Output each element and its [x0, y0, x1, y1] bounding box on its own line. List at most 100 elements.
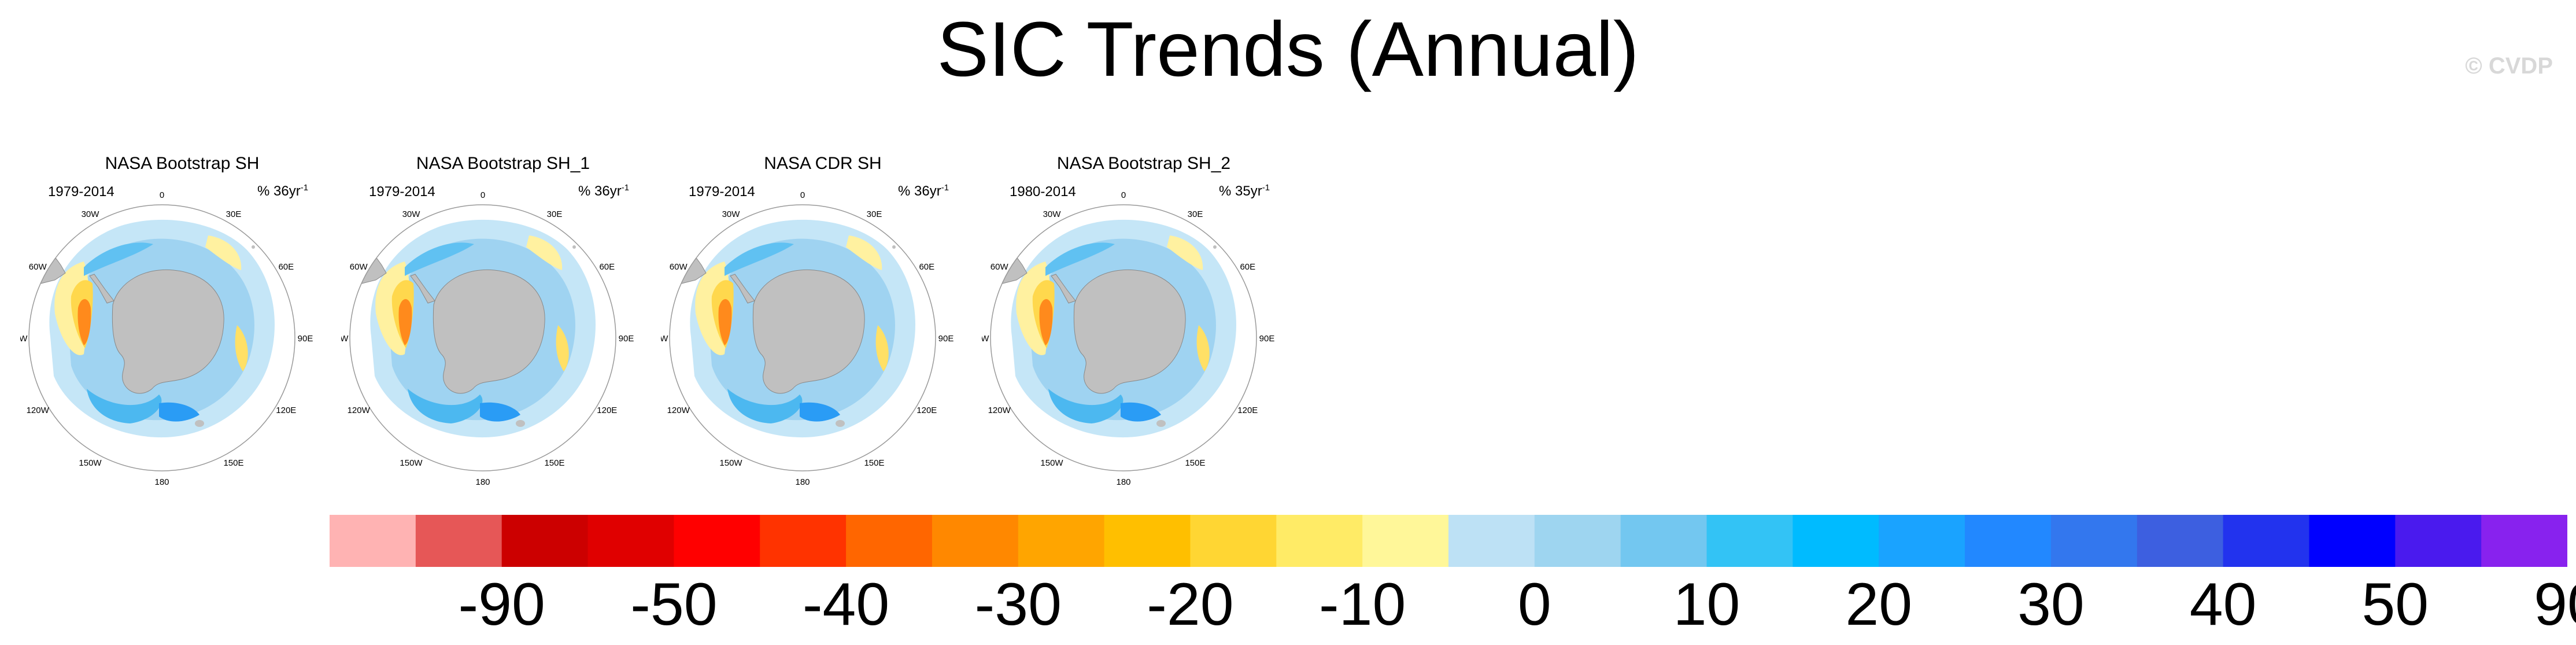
polar-map: 0 30E 60E 90E 120E 150E 180 150W 120W 90W 60W 30W [341, 190, 634, 487]
colorbar-tick-label: -50 [630, 571, 718, 638]
map-panel: NASA Bootstrap SH 1979-2014 % 36yr-1 0 30E 60… [20, 152, 344, 487]
longitude-label: 150W [1040, 458, 1063, 468]
colorbar-tick-label: 90 [2534, 571, 2576, 638]
polar-map: 0 30E 60E 90E 120E 150E 180 150W 120W 90W 60W 30W [20, 190, 313, 487]
colorbar-box [2309, 515, 2396, 567]
longitude-label: 60E [1240, 262, 1255, 272]
panel-title: NASA CDR SH [764, 154, 882, 173]
longitude-label: 60W [991, 262, 1009, 272]
polar-map: 0 30E 60E 90E 120E 150E 180 150W 120W 90W 60W 30W [982, 190, 1275, 487]
longitude-label: 150W [719, 458, 742, 468]
colorbar-tick-label: 40 [2189, 571, 2257, 638]
longitude-label: 90E [938, 334, 954, 344]
longitude-label: 90E [619, 334, 634, 344]
longitude-label: 120W [27, 406, 50, 415]
colorbar-box [1276, 515, 1363, 567]
panel-title: NASA Bootstrap SH_2 [1056, 154, 1231, 173]
colorbar-box [415, 515, 502, 567]
colorbar-box [1018, 515, 1105, 567]
colorbar-box [1965, 515, 2052, 567]
longitude-label: 150W [79, 458, 102, 468]
panel-period: 1980-2014 [1010, 184, 1076, 200]
longitude-label: 180 [475, 477, 490, 487]
colorbar-tick-label: -10 [1318, 571, 1406, 638]
longitude-label: 180 [1116, 477, 1130, 487]
longitude-label: 60W [350, 262, 368, 272]
longitude-label: 120E [916, 406, 937, 415]
panel-title: NASA Bootstrap SH_1 [416, 154, 590, 173]
longitude-label: 90W [20, 334, 28, 344]
longitude-label: 150E [223, 458, 243, 468]
longitude-label: 30W [1043, 209, 1062, 219]
longitude-label: 60W [670, 262, 688, 272]
colorbar-box [1879, 515, 1965, 567]
colorbar-box [1620, 515, 1708, 567]
longitude-label: 30E [547, 209, 563, 219]
longitude-label: 60E [278, 262, 294, 272]
colorbar-box [1706, 515, 1793, 567]
longitude-label: 150E [864, 458, 884, 468]
longitude-label: 0 [481, 190, 485, 200]
panel-period: 1979-2014 [689, 184, 755, 200]
colorbar-box [1104, 515, 1191, 567]
longitude-label: 120W [667, 406, 690, 415]
longitude-label: 0 [160, 190, 164, 200]
panel-units: % 36yr-1 [257, 183, 309, 199]
colorbar-tick-label: -40 [802, 571, 890, 638]
colorbar-box [1534, 515, 1621, 567]
longitude-label: 120E [1237, 406, 1258, 415]
panel-period: 1979-2014 [48, 184, 114, 200]
colorbar-box [2050, 515, 2138, 567]
longitude-label: 60W [29, 262, 47, 272]
panel-units: % 36yr-1 [578, 183, 630, 199]
panel-period: 1979-2014 [369, 184, 435, 200]
colorbar-tick-label: -90 [458, 571, 545, 638]
colorbar-box [330, 515, 416, 567]
colorbar-box [1793, 515, 1879, 567]
longitude-label: 120E [597, 406, 617, 415]
colorbar-box [760, 515, 847, 567]
longitude-label: 0 [1121, 190, 1126, 200]
colorbar-tick-label: 30 [2017, 571, 2085, 638]
longitude-label: 30W [722, 209, 741, 219]
longitude-label: 150E [544, 458, 564, 468]
longitude-label: 30W [82, 209, 100, 219]
longitude-label: 90W [661, 334, 668, 344]
longitude-label: 30E [226, 209, 242, 219]
colorbar-tick-label: 20 [1845, 571, 1913, 638]
longitude-label: 120W [348, 406, 371, 415]
longitude-label: 90E [298, 334, 313, 344]
panel-title: NASA Bootstrap SH [105, 154, 260, 173]
map-panel: NASA CDR SH 1979-2014 % 36yr-1 0 30E 60E 90E 12… [661, 152, 985, 487]
colorbar-tick-label: -20 [1147, 571, 1234, 638]
colorbar-tick-label: 50 [2361, 571, 2429, 638]
colorbar-tick-label: 0 [1517, 571, 1551, 638]
colorbar-box [2481, 515, 2567, 567]
longitude-label: 120W [988, 406, 1011, 415]
colorbar-box [1190, 515, 1277, 567]
colorbar-box [1362, 515, 1449, 567]
longitude-label: 30E [1188, 209, 1203, 219]
map-panel: NASA Bootstrap SH_2 1980-2014 % 35yr-1 0 30E… [982, 152, 1306, 487]
colorbar-box [501, 515, 589, 567]
watermark: © CVDP [2465, 53, 2553, 79]
longitude-label: 120E [276, 406, 296, 415]
longitude-label: 150W [400, 458, 423, 468]
longitude-label: 60E [919, 262, 934, 272]
panel-units: % 36yr-1 [898, 183, 949, 199]
longitude-label: 90W [341, 334, 349, 344]
longitude-label: 90W [982, 334, 989, 344]
longitude-label: 150E [1185, 458, 1205, 468]
longitude-label: 90E [1259, 334, 1275, 344]
polar-map: 0 30E 60E 90E 120E 150E 180 150W 120W 90W 60W 30W [661, 190, 954, 487]
colorbar-box [2395, 515, 2482, 567]
longitude-label: 180 [154, 477, 169, 487]
longitude-label: 0 [800, 190, 805, 200]
map-panel: NASA Bootstrap SH_1 1979-2014 % 36yr-1 0 30E… [341, 152, 665, 487]
longitude-label: 60E [599, 262, 615, 272]
colorbar-tick-label: -30 [974, 571, 1062, 638]
colorbar-box [674, 515, 760, 567]
colorbar-box [932, 515, 1019, 567]
figure-title: SIC Trends (Annual) [937, 6, 1639, 93]
colorbar-box [2137, 515, 2224, 567]
